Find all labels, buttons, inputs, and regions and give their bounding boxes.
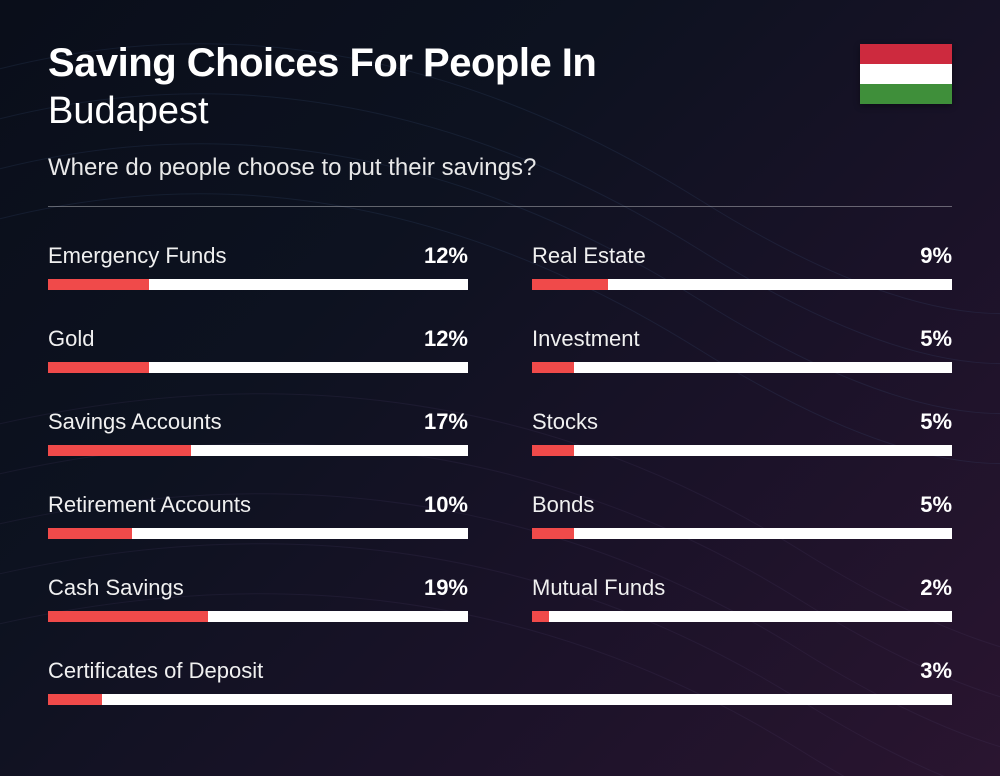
page-title-line2: Budapest	[48, 88, 860, 136]
page-subtitle: Where do people choose to put their savi…	[48, 154, 860, 182]
bar-item: Mutual Funds 2%	[532, 575, 952, 622]
bar-value: 9%	[920, 243, 952, 269]
bar-label: Mutual Funds	[532, 575, 665, 601]
bar-label: Savings Accounts	[48, 409, 222, 435]
bar-item: Bonds 5%	[532, 492, 952, 539]
bar-value: 5%	[920, 409, 952, 435]
divider	[48, 206, 952, 207]
bar-item: Investment 5%	[532, 326, 952, 373]
bar-value: 2%	[920, 575, 952, 601]
flag-stripe-top	[860, 44, 952, 64]
bar-item: Emergency Funds 12%	[48, 243, 468, 290]
page-title-line1: Saving Choices For People In	[48, 40, 860, 86]
bar-value: 19%	[424, 575, 468, 601]
flag-stripe-middle	[860, 64, 952, 84]
bar-fill	[532, 362, 574, 373]
bar-track	[48, 528, 468, 539]
bar-label: Retirement Accounts	[48, 492, 251, 518]
bar-item: Cash Savings 19%	[48, 575, 468, 622]
bar-label: Bonds	[532, 492, 594, 518]
bar-item: Stocks 5%	[532, 409, 952, 456]
bar-fill	[48, 611, 208, 622]
bar-value: 17%	[424, 409, 468, 435]
bar-item: Certificates of Deposit 3%	[48, 658, 952, 705]
bar-value: 3%	[920, 658, 952, 684]
bar-fill	[532, 445, 574, 456]
bar-item: Retirement Accounts 10%	[48, 492, 468, 539]
bar-fill	[48, 528, 132, 539]
bar-label: Real Estate	[532, 243, 646, 269]
bar-value: 10%	[424, 492, 468, 518]
bar-fill	[48, 362, 149, 373]
bar-label: Cash Savings	[48, 575, 184, 601]
bar-item: Gold 12%	[48, 326, 468, 373]
flag-hungary	[860, 44, 952, 104]
bar-fill	[48, 445, 191, 456]
bar-track	[48, 694, 952, 705]
bar-item: Savings Accounts 17%	[48, 409, 468, 456]
bar-item: Real Estate 9%	[532, 243, 952, 290]
bar-track	[48, 362, 468, 373]
bar-value: 12%	[424, 243, 468, 269]
header: Saving Choices For People In Budapest Wh…	[48, 40, 952, 182]
bar-label: Certificates of Deposit	[48, 658, 263, 684]
flag-stripe-bottom	[860, 84, 952, 104]
bar-track	[48, 445, 468, 456]
bar-track	[48, 279, 468, 290]
bar-value: 5%	[920, 326, 952, 352]
bar-fill	[48, 279, 149, 290]
bar-value: 5%	[920, 492, 952, 518]
bar-fill	[48, 694, 102, 705]
bar-label: Gold	[48, 326, 94, 352]
bar-track	[532, 611, 952, 622]
bar-track	[532, 528, 952, 539]
bar-label: Emergency Funds	[48, 243, 227, 269]
bar-fill	[532, 279, 608, 290]
bars-grid: Emergency Funds 12% Real Estate 9% Gold …	[48, 243, 952, 705]
bar-fill	[532, 528, 574, 539]
bar-track	[532, 445, 952, 456]
bar-label: Investment	[532, 326, 640, 352]
bar-fill	[532, 611, 549, 622]
bar-track	[48, 611, 468, 622]
bar-track	[532, 362, 952, 373]
bar-track	[532, 279, 952, 290]
bar-value: 12%	[424, 326, 468, 352]
bar-label: Stocks	[532, 409, 598, 435]
